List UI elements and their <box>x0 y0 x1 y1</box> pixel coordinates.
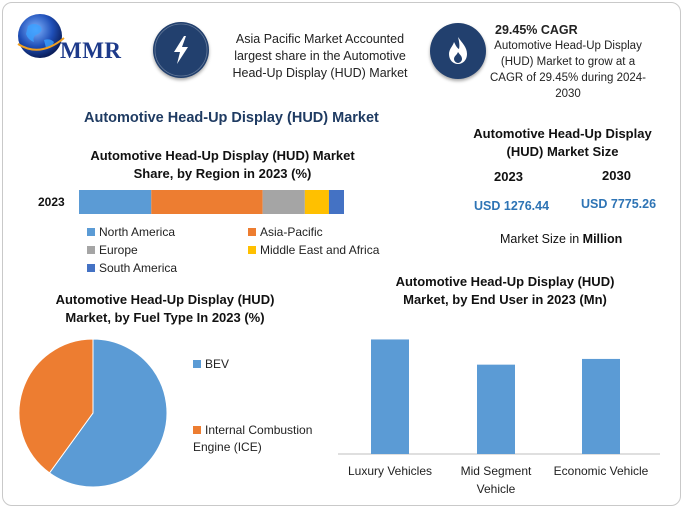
region-legend-item: Europe <box>87 243 138 257</box>
market-size-unit-note: Market Size in Million <box>500 232 622 246</box>
pie-legend-ice: Internal Combustion Engine (ICE) <box>193 422 333 456</box>
fuel-chart-title: Automotive Head-Up Display (HUD) Market,… <box>55 292 275 325</box>
enduser-category-label: Economic Vehicle <box>554 464 649 478</box>
flame-icon <box>430 23 486 79</box>
pie-legend-bev: BEV <box>193 357 229 371</box>
infographic-frame <box>2 2 681 506</box>
region-bar-segment-1 <box>151 190 263 214</box>
enduser-bar-1 <box>477 364 515 454</box>
market-size-value-2023: USD 1276.44 <box>474 199 550 213</box>
region-chart-title: Automotive Head-Up Display (HUD) Market … <box>90 148 355 181</box>
pie-slice-0 <box>48 338 168 488</box>
region-legend-item: Asia-Pacific <box>248 225 323 239</box>
lightning-bolt-icon <box>153 22 209 78</box>
region-legend-label: Asia-Pacific <box>260 225 323 239</box>
enduser-category-label: Luxury Vehicles <box>348 464 432 478</box>
market-size-year-2030: 2030 <box>602 168 631 183</box>
region-category-label: 2023 <box>38 195 65 209</box>
region-bar-segment-3 <box>304 190 329 214</box>
enduser-bar-2 <box>582 358 620 454</box>
pie-legend-label: Internal Combustion Engine (ICE) <box>193 423 313 454</box>
enduser-bar-0 <box>371 339 409 454</box>
pie-legend-swatch <box>193 360 201 368</box>
pie-legend-swatch <box>193 426 201 434</box>
region-bar-segment-2 <box>262 190 305 214</box>
enduser-category-label: Mid Segment <box>461 464 532 478</box>
main-title: Automotive Head-Up Display (HUD) Market <box>84 110 379 126</box>
header-left-text: Asia Pacific Market Accounted largest sh… <box>232 32 408 80</box>
pie-legend-label: BEV <box>205 357 230 371</box>
region-legend-swatch <box>248 246 256 254</box>
region-legend-item: Middle East and Africa <box>248 243 379 257</box>
region-legend-label: South America <box>99 261 178 275</box>
region-legend-swatch <box>248 228 256 236</box>
market-size-unit: Million <box>582 232 623 246</box>
globe-icon <box>17 14 65 58</box>
pie-slice-1 <box>18 338 94 474</box>
enduser-category-label: Vehicle <box>477 482 516 496</box>
market-size-year-2023: 2023 <box>494 169 523 184</box>
region-legend-label: Middle East and Africa <box>260 243 380 257</box>
market-size-unit-prefix: Market Size in <box>500 232 583 246</box>
region-bar-chart: 2023 <box>38 190 344 214</box>
logo-text: MMR <box>60 38 122 63</box>
region-legend-swatch <box>87 228 95 236</box>
fuel-pie-chart <box>18 338 168 488</box>
region-legend-label: Europe <box>99 243 138 257</box>
enduser-bar-chart: Luxury Vehicles Mid Segment Vehicle Economi… <box>338 339 660 496</box>
market-size-title: Automotive Head-Up Display (HUD) Market … <box>473 126 652 159</box>
cagr-title: 29.45% CAGR <box>495 23 578 37</box>
market-size-value-2030: USD 7775.26 <box>581 197 657 211</box>
region-bar-segment-0 <box>79 190 152 214</box>
region-legend-item: North America <box>87 225 175 239</box>
enduser-chart-title: Automotive Head-Up Display (HUD) Market,… <box>395 274 615 307</box>
region-legend-swatch <box>87 264 95 272</box>
region-bar-segment-4 <box>328 190 344 214</box>
cagr-text: Automotive Head-Up Display (HUD) Market … <box>490 40 646 100</box>
region-legend-label: North America <box>99 225 176 239</box>
region-legend-item: South America <box>87 261 177 275</box>
region-legend-swatch <box>87 246 95 254</box>
